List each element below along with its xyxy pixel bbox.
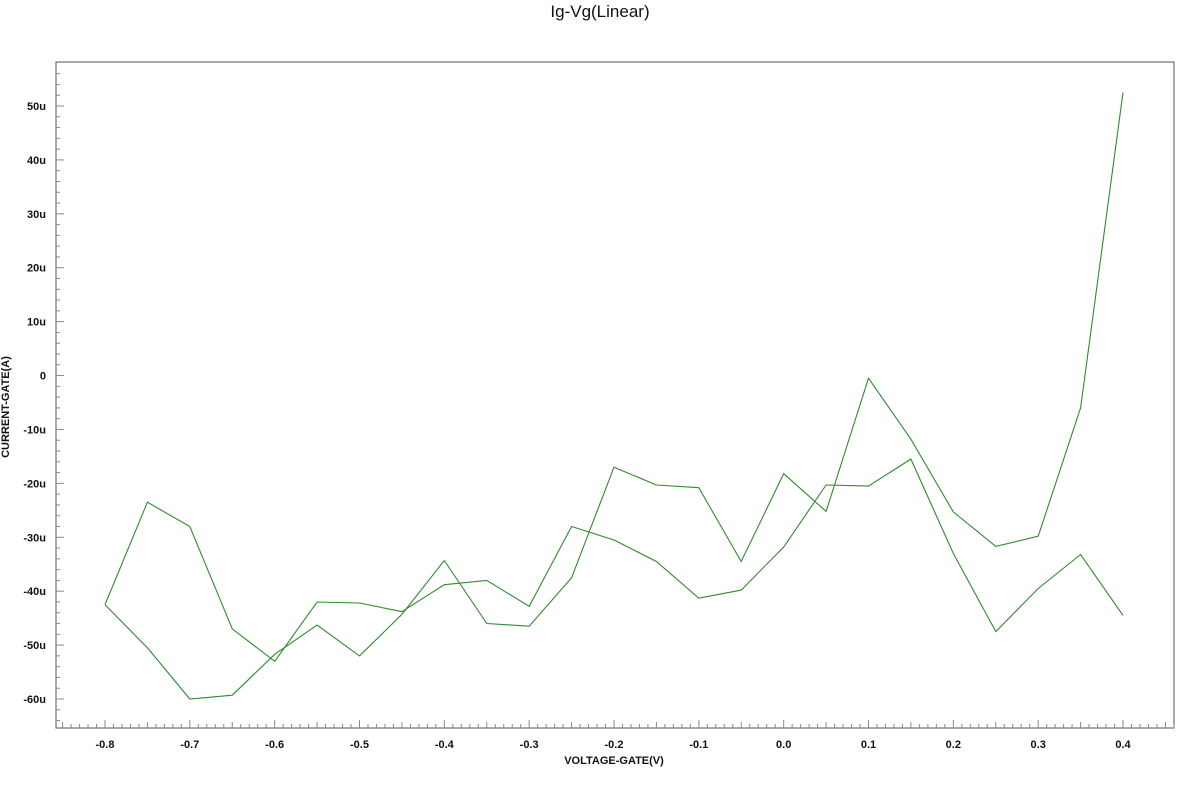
plot-area-border bbox=[55, 61, 1175, 729]
x-axis-label: VOLTAGE-GATE(V) bbox=[564, 755, 664, 767]
x-tick-label: -0.2 bbox=[605, 739, 624, 751]
y-tick-label: -20u bbox=[23, 478, 46, 490]
y-tick-label: -10u bbox=[23, 424, 46, 436]
y-tick-label: -50u bbox=[23, 640, 46, 652]
x-tick-labels: -0.8 -0.7 -0.6 -0.5 -0.4 -0.3 -0.2 -0.1 0.0 0.1 0.… bbox=[96, 739, 1132, 751]
y-tick-label: 50u bbox=[27, 101, 46, 113]
x-tick-label: -0.4 bbox=[435, 739, 455, 751]
x-tick-label: 0.1 bbox=[861, 739, 876, 751]
series-line-1 bbox=[104, 458, 1124, 663]
y-tick-label: 10u bbox=[27, 317, 46, 329]
series-layer bbox=[104, 92, 1124, 700]
x-tick-label: 0.4 bbox=[1115, 739, 1131, 751]
minor-ticks bbox=[56, 73, 1175, 728]
y-axis-label: CURRENT-GATE(A) bbox=[0, 356, 12, 458]
x-tick-label: -0.8 bbox=[96, 739, 115, 751]
y-tick-label: -40u bbox=[23, 586, 46, 598]
major-ticks bbox=[56, 105, 1124, 728]
x-tick-label: -0.3 bbox=[520, 739, 539, 751]
y-tick-labels: 50u 40u 30u 20u 10u 0 -10u -20u -30u -40u -50u -60u bbox=[23, 101, 46, 706]
x-tick-label: -0.5 bbox=[350, 739, 369, 751]
x-tick-label: -0.6 bbox=[265, 739, 284, 751]
y-tick-label: 20u bbox=[27, 263, 46, 275]
series-line-2 bbox=[104, 92, 1124, 700]
y-tick-label: -30u bbox=[23, 532, 46, 544]
y-tick-label: -60u bbox=[23, 694, 46, 706]
y-tick-label: 40u bbox=[27, 155, 46, 167]
y-tick-label: 0 bbox=[40, 371, 46, 383]
chart-title: Ig-Vg(Linear) bbox=[550, 2, 650, 21]
x-tick-label: -0.7 bbox=[180, 739, 199, 751]
x-tick-label: 0.3 bbox=[1031, 739, 1046, 751]
x-tick-label: 0.0 bbox=[776, 739, 791, 751]
x-tick-label: -0.1 bbox=[689, 739, 708, 751]
x-tick-label: 0.2 bbox=[946, 739, 961, 751]
y-tick-label: 30u bbox=[27, 209, 46, 221]
